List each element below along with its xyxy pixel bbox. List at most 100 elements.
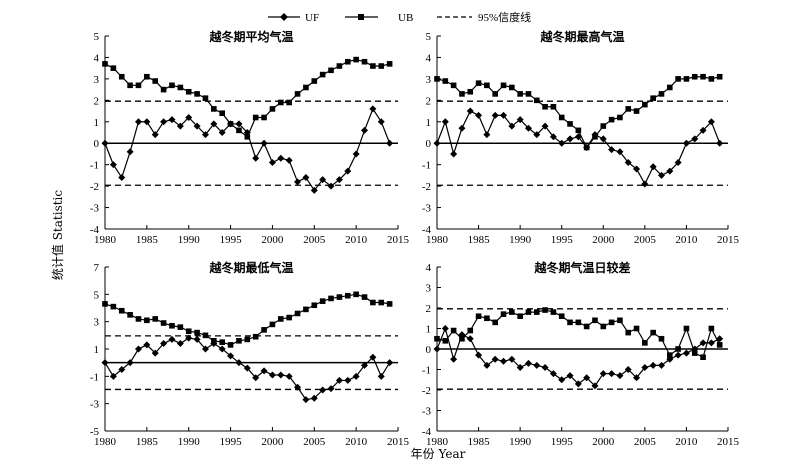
uf-point: [361, 126, 369, 134]
ub-point: [650, 95, 656, 101]
y-tick-label: 0: [94, 138, 100, 150]
ub-point: [311, 78, 318, 84]
ub-point: [575, 127, 582, 134]
ub-point: [509, 309, 515, 315]
uf-point: [682, 139, 690, 147]
y-tick-label: 3: [94, 317, 100, 329]
y-tick-label: 1: [94, 117, 100, 129]
ub-point: [633, 108, 640, 114]
ub-point: [102, 301, 108, 307]
uf-point: [218, 129, 226, 136]
x-tick-label: 1995: [551, 234, 574, 246]
ub-point: [185, 328, 192, 335]
uf-point: [268, 159, 276, 167]
uf-point: [118, 366, 126, 373]
x-tick-label: 2005: [303, 234, 326, 246]
ub-point: [525, 309, 532, 315]
y-tick-label: -4: [422, 224, 432, 236]
uf-point: [386, 359, 394, 367]
uf-point: [475, 111, 483, 119]
ub-point: [550, 103, 557, 110]
uf-point: [433, 139, 441, 147]
ub-point: [492, 91, 498, 97]
ub-point: [484, 82, 490, 89]
ub-point: [667, 84, 673, 91]
ub-point: [716, 342, 723, 348]
uf-point: [500, 111, 508, 119]
uf-point: [352, 372, 360, 380]
uf-point: [707, 118, 715, 126]
y-tick-label: -3: [90, 399, 100, 411]
x-tick-label: 2010: [675, 234, 698, 246]
uf-point: [352, 150, 360, 158]
y-tick-label: -4: [90, 224, 100, 236]
y-tick-label: -2: [422, 181, 431, 193]
legend-ub-label: UB: [398, 12, 413, 24]
uf-point: [466, 107, 474, 115]
uf-point: [616, 372, 624, 380]
ub-point: [269, 106, 276, 112]
uf-point: [624, 159, 632, 167]
uf-point: [707, 339, 715, 347]
uf-point: [649, 163, 657, 171]
x-tick-label: 2015: [387, 234, 410, 246]
ub-point: [135, 316, 142, 322]
y-tick-label: 1: [426, 324, 432, 336]
uf-point: [450, 355, 458, 363]
ub-point: [459, 335, 465, 342]
ub-point: [708, 325, 715, 332]
y-tick-label: 3: [94, 74, 100, 86]
uf-point: [657, 361, 665, 369]
y-tick-label: 4: [426, 52, 432, 64]
ub-point: [509, 84, 515, 91]
y-tick-label: 5: [94, 31, 100, 43]
uf-point: [541, 363, 549, 371]
uf-point: [302, 174, 310, 182]
uf-point: [599, 135, 607, 143]
ub-point: [592, 317, 598, 324]
ub-point: [177, 84, 184, 91]
uf-point: [201, 345, 209, 353]
x-tick-label: 1995: [220, 436, 243, 448]
ub-point: [475, 80, 482, 86]
uf-point: [109, 161, 117, 169]
x-tick-label: 2015: [717, 234, 740, 246]
uf-point: [260, 139, 268, 147]
ub-point: [219, 339, 225, 345]
uf-point: [533, 361, 541, 369]
ub-point: [658, 335, 665, 342]
panel-min-temp: -5 -3 -1 1 3 5 7 1980 1985 1990 1995 2000 2005 2010 20…: [90, 260, 410, 448]
uf-point: [160, 118, 168, 126]
ub-point: [500, 82, 507, 89]
uf-point: [193, 335, 201, 343]
uf-point: [310, 394, 318, 402]
uf-point: [377, 372, 385, 380]
ub-point: [592, 133, 598, 140]
uf-point: [491, 111, 499, 119]
x-tick-label: 1985: [136, 436, 159, 448]
ub-point: [608, 319, 615, 326]
ub-point: [642, 101, 648, 108]
ub-point: [450, 82, 457, 89]
uf-point: [558, 139, 566, 147]
uf-point: [483, 131, 491, 139]
legend-ub-marker: [358, 14, 364, 20]
uf-point: [118, 174, 126, 182]
ub-point: [378, 299, 385, 306]
uf-point: [541, 122, 549, 130]
uf-point: [252, 374, 260, 382]
uf-point: [285, 156, 293, 164]
ub-point: [211, 338, 217, 344]
uf-point: [458, 124, 466, 132]
uf-point: [533, 131, 541, 139]
panel-title: 越冬期最低气温: [208, 260, 293, 275]
ub-point: [683, 325, 690, 332]
uf-point: [369, 353, 377, 361]
y-tick-label: 4: [426, 262, 432, 274]
uf-point: [566, 372, 574, 380]
x-tick-label: 1985: [468, 436, 491, 448]
panel-title: 越冬期气温日较差: [533, 260, 630, 275]
ub-point: [278, 99, 284, 106]
uf-point: [377, 118, 385, 126]
uf-point: [608, 370, 616, 378]
